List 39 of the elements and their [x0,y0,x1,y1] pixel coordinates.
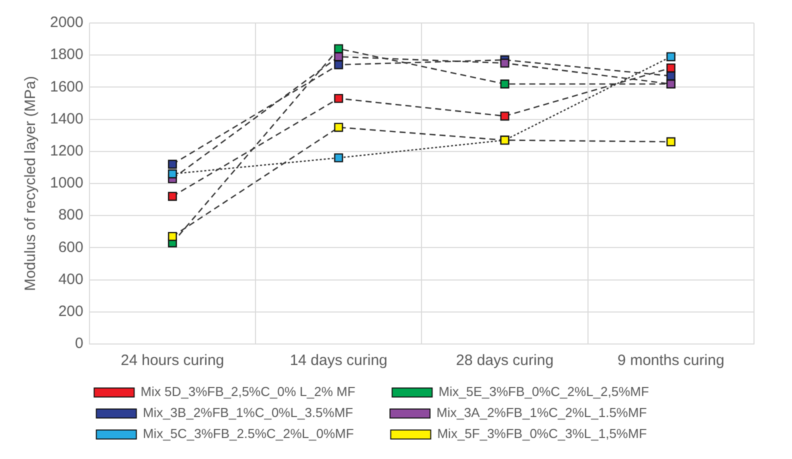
legend-label: Mix_5F_3%FB_0%C_3%L_1,5%MF [437,426,676,442]
point [666,71,676,80]
x-tick-label: 28 days curing [456,352,554,370]
point [168,192,177,201]
point [334,153,344,162]
legend-label: Mix_5E_3%FB_0%C_2%L_2,5%MF [438,384,678,400]
y-tick-label: 600 [58,238,84,256]
point [500,112,510,121]
y-tick-label: 1000 [50,174,84,192]
point [500,80,510,88]
point [334,52,344,62]
legend-label: Mix_3B_2%FB_1%C_0%L_3.5%MF [142,405,382,420]
y-tick-label: 200 [58,303,84,320]
y-tick-label: 1600 [50,78,84,96]
y-tick-label: 2000 [50,14,84,32]
point [334,44,344,54]
y-tick-label: 1800 [50,46,84,64]
y-tick-label: 1200 [50,142,84,160]
y-tick-label: 800 [58,206,84,224]
legend-label: Mix 5D_3%FB_2,5%C_0% L_2% MF [140,384,384,400]
point [500,58,510,68]
y-tick-label: 1400 [50,110,84,128]
legend-label: Mix_3A_2%FB_1%C_2%L_1.5%MF [436,405,676,420]
x-tick-label: 14 days curing [290,352,388,370]
point [334,94,344,103]
y-tick-label: 0 [75,335,84,352]
y-axis-title: Modulus of recycled layer (MPa) [22,76,40,292]
point [168,160,177,169]
point [334,122,344,132]
x-tick-label: 24 hours curing [120,352,224,370]
y-tick-label: 400 [58,270,84,288]
point [168,169,177,178]
point [168,232,177,241]
legend-label: Mix_5C_3%FB_2.5%C_2%L_0%MF [142,426,383,442]
point [666,52,676,62]
point [666,137,676,146]
x-tick-label: 9 months curing [618,352,724,370]
point [666,63,676,72]
point [334,60,344,70]
